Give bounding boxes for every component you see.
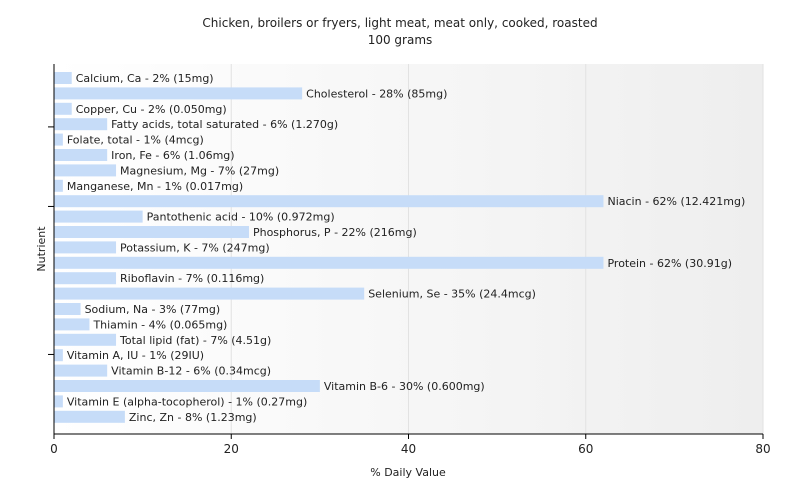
bar-niacin xyxy=(54,195,604,208)
bar-calcium-ca xyxy=(54,72,72,84)
bar-label: Potassium, K - 7% (247mg) xyxy=(120,241,270,254)
bar-label: Niacin - 62% (12.421mg) xyxy=(607,195,745,208)
bar-label: Cholesterol - 28% (85mg) xyxy=(306,87,447,100)
bar-potassium-k xyxy=(54,241,117,254)
bars xyxy=(54,72,604,423)
grid-lines xyxy=(230,64,764,434)
x-tick-label-60: 60 xyxy=(578,442,593,456)
bar-label: Selenium, Se - 35% (24.4mcg) xyxy=(368,288,536,301)
bar-vitamin-b-6 xyxy=(54,380,320,392)
x-tick-label-80: 80 xyxy=(755,442,770,456)
bar-copper-cu xyxy=(54,102,72,115)
bar-label: Iron, Fe - 6% (1.06mg) xyxy=(111,149,234,162)
bar-label: Copper, Cu - 2% (0.050mg) xyxy=(76,103,227,116)
bar-label: Calcium, Ca - 2% (15mg) xyxy=(76,72,214,85)
bar-label: Riboflavin - 7% (0.116mg) xyxy=(120,272,264,285)
bar-label: Total lipid (fat) - 7% (4.51g) xyxy=(119,334,271,347)
x-tick-label-20: 20 xyxy=(224,442,239,456)
bar-iron-fe xyxy=(54,149,108,161)
bar-zinc-zn xyxy=(54,410,125,423)
bar-label: Protein - 62% (30.91g) xyxy=(607,257,732,270)
bar-magnesium-mg xyxy=(54,164,117,177)
bar-cholesterol xyxy=(54,87,303,100)
x-tick-label-0: 0 xyxy=(50,442,58,456)
bar-label: Folate, total - 1% (4mcg) xyxy=(67,134,204,147)
bar-label: Phosphorus, P - 22% (216mg) xyxy=(253,226,417,239)
chart-title: Chicken, broilers or fryers, light meat,… xyxy=(202,16,597,30)
bar-vitamin-b-12 xyxy=(54,364,108,377)
axes: 0 20 40 60 80 xyxy=(48,64,771,456)
bar-selenium-se xyxy=(54,287,365,300)
bar-pantothenic-acid xyxy=(54,210,143,223)
bar-total-lipid-fat xyxy=(54,333,117,346)
chart-subtitle: 100 grams xyxy=(368,33,433,47)
bar-label: Vitamin B-6 - 30% (0.600mg) xyxy=(324,380,485,393)
bar-sodium-na xyxy=(54,303,81,315)
bar-vitamin-a-iu xyxy=(54,349,63,362)
y-axis-title: Nutrient xyxy=(35,226,48,272)
bar-fatty-acids-total-saturated xyxy=(54,118,108,131)
bar-label: Sodium, Na - 3% (77mg) xyxy=(85,303,221,316)
bar-label: Pantothenic acid - 10% (0.972mg) xyxy=(147,211,335,224)
bar-vitamin-e-alpha-tocopherol xyxy=(54,395,63,408)
bar-label: Vitamin B-12 - 6% (0.34mcg) xyxy=(111,365,271,378)
bar-manganese-mn xyxy=(54,179,63,192)
bar-label: Vitamin E (alpha-tocopherol) - 1% (0.27m… xyxy=(67,395,307,408)
bar-label: Magnesium, Mg - 7% (27mg) xyxy=(120,164,279,177)
x-tick-label-40: 40 xyxy=(401,442,416,456)
bar-label: Thiamin - 4% (0.065mg) xyxy=(92,318,227,331)
bar-labels: Calcium, Ca - 2% (15mg) Cholesterol - 28%… xyxy=(67,72,745,424)
x-axis-title: % Daily Value xyxy=(370,466,446,479)
bar-label: Vitamin A, IU - 1% (29IU) xyxy=(67,349,204,362)
bar-riboflavin xyxy=(54,272,117,285)
bar-thiamin xyxy=(54,318,90,331)
bar-label: Fatty acids, total saturated - 6% (1.270… xyxy=(111,118,338,131)
bar-label: Zinc, Zn - 8% (1.23mg) xyxy=(129,411,257,424)
bar-folate-total xyxy=(54,133,63,146)
bar-protein xyxy=(54,256,604,269)
bar-phosphorus-p xyxy=(54,226,249,238)
bar-label: Manganese, Mn - 1% (0.017mg) xyxy=(67,180,243,193)
